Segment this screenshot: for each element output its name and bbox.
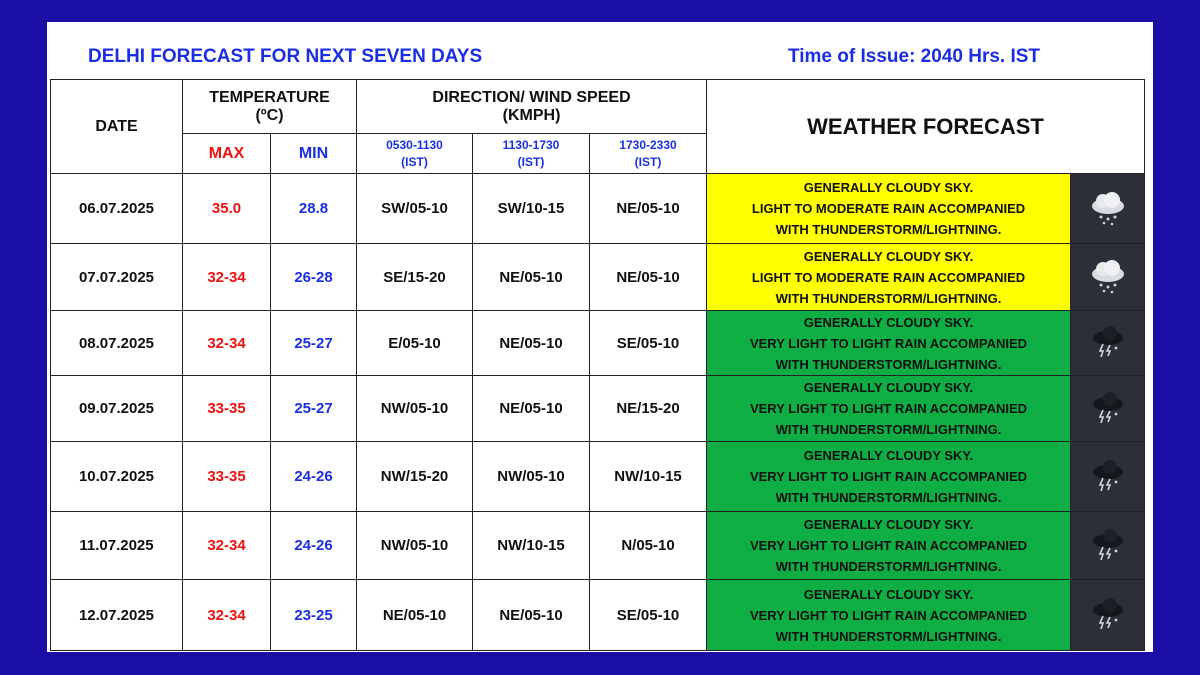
- wind-slot-3-cell: NE/15-20: [588, 375, 708, 442]
- wind-slot-3-cell: NE/05-10: [588, 243, 708, 311]
- date-cell: 08.07.2025: [50, 310, 183, 376]
- wind-slot-1-cell: NW/05-10: [356, 511, 473, 580]
- wind-slot-1-cell: SW/05-10: [356, 173, 473, 244]
- max-temp-cell: 32-34: [182, 579, 271, 651]
- table-row: 12.07.2025 32-34 23-25 NE/05-10 NE/05-10 SE/0…: [50, 579, 1146, 651]
- max-temp-cell: 32-34: [182, 243, 271, 311]
- wind-slot-1-cell: NW/05-10: [356, 375, 473, 442]
- date-cell: 09.07.2025: [50, 375, 183, 442]
- forecast-cell: GENERALLY CLOUDY SKY. VERY LIGHT TO LIGHT…: [706, 579, 1072, 651]
- forecast-cell: GENERALLY CLOUDY SKY. VERY LIGHT TO LIGHT…: [706, 310, 1072, 376]
- thunderstorm-icon: [1070, 579, 1146, 651]
- forecast-cell: GENERALLY CLOUDY SKY. VERY LIGHT TO LIGHT…: [706, 375, 1072, 442]
- forecast-cell: GENERALLY CLOUDY SKY. LIGHT TO MODERATE R…: [706, 173, 1072, 244]
- max-temp-cell: 32-34: [182, 310, 271, 376]
- table-row: 06.07.2025 35.0 28.8 SW/05-10 SW/10-15 NE/05-…: [50, 173, 1146, 244]
- wind-slot-3-cell: NE/05-10: [588, 173, 708, 244]
- wind-slot-3-cell: SE/05-10: [588, 579, 708, 651]
- issue-time: Time of Issue: 2040 Hrs. IST: [788, 46, 1041, 67]
- min-temp-cell: 24-26: [270, 441, 357, 512]
- header-slot-2: 1130-1730 (IST): [472, 133, 590, 174]
- wind-slot-2-cell: NE/05-10: [472, 310, 590, 376]
- thunderstorm-icon: [1070, 310, 1146, 376]
- header-slot-3: 1730-2330 (IST): [588, 133, 708, 174]
- wind-slot-1-cell: NW/15-20: [356, 441, 473, 512]
- forecast-cell: GENERALLY CLOUDY SKY. VERY LIGHT TO LIGHT…: [706, 511, 1072, 580]
- max-temp-cell: 35.0: [182, 173, 271, 244]
- date-cell: 10.07.2025: [50, 441, 183, 512]
- thunderstorm-icon: [1070, 511, 1146, 580]
- min-temp-cell: 28.8: [270, 173, 357, 244]
- wind-slot-2-cell: NW/05-10: [472, 441, 590, 512]
- wind-slot-3-cell: SE/05-10: [588, 310, 708, 376]
- date-cell: 12.07.2025: [50, 579, 183, 651]
- table-row: 09.07.2025 33-35 25-27 NW/05-10 NE/05-10 NE/1…: [50, 375, 1146, 442]
- forecast-cell: GENERALLY CLOUDY SKY. VERY LIGHT TO LIGHT…: [706, 441, 1072, 512]
- header-max: MAX: [182, 133, 271, 174]
- min-temp-cell: 25-27: [270, 310, 357, 376]
- header-wind: DIRECTION/ WIND SPEED (KMPH): [355, 79, 708, 134]
- wind-slot-3-cell: NW/10-15: [588, 441, 708, 512]
- table-row: 11.07.2025 32-34 24-26 NW/05-10 NW/10-15 N/05…: [50, 511, 1146, 580]
- wind-slot-2-cell: NE/05-10: [472, 243, 590, 311]
- table-row: 08.07.2025 32-34 25-27 E/05-10 NE/05-10 SE/05…: [50, 310, 1146, 376]
- wind-slot-1-cell: SE/15-20: [356, 243, 473, 311]
- wind-slot-2-cell: NE/05-10: [472, 375, 590, 442]
- forecast-cell: GENERALLY CLOUDY SKY. LIGHT TO MODERATE R…: [706, 243, 1072, 311]
- wind-slot-1-cell: NE/05-10: [356, 579, 473, 651]
- header-forecast: WEATHER FORECAST: [706, 79, 1146, 174]
- table-row: 07.07.2025 32-34 26-28 SE/15-20 NE/05-10 NE/0…: [50, 243, 1146, 311]
- min-temp-cell: 25-27: [270, 375, 357, 442]
- header-date: DATE: [50, 79, 183, 174]
- thunderstorm-icon: [1070, 441, 1146, 512]
- header-temperature: TEMPERATURE (ºC): [182, 79, 357, 134]
- forecast-table: DATE TEMPERATURE (ºC) DIRECTION/ WIND SPE…: [50, 79, 1146, 651]
- min-temp-cell: 26-28: [270, 243, 357, 311]
- header-slot-1: 0530-1130 (IST): [356, 133, 473, 174]
- thunderstorm-icon: [1070, 375, 1146, 442]
- page-title: DELHI FORECAST FOR NEXT SEVEN DAYS: [88, 46, 483, 67]
- min-temp-cell: 24-26: [270, 511, 357, 580]
- table-row: 10.07.2025 33-35 24-26 NW/15-20 NW/05-10 NW/1…: [50, 441, 1146, 512]
- wind-slot-2-cell: NW/10-15: [472, 511, 590, 580]
- cloud-rain-icon: [1070, 243, 1146, 311]
- max-temp-cell: 32-34: [182, 511, 271, 580]
- max-temp-cell: 33-35: [182, 441, 271, 512]
- header-min: MIN: [270, 133, 357, 174]
- max-temp-cell: 33-35: [182, 375, 271, 442]
- date-cell: 11.07.2025: [50, 511, 183, 580]
- wind-slot-2-cell: NE/05-10: [472, 579, 590, 651]
- wind-slot-2-cell: SW/10-15: [472, 173, 590, 244]
- date-cell: 06.07.2025: [50, 173, 183, 244]
- date-cell: 07.07.2025: [50, 243, 183, 311]
- cloud-rain-icon: [1070, 173, 1146, 244]
- min-temp-cell: 23-25: [270, 579, 357, 651]
- wind-slot-1-cell: E/05-10: [356, 310, 473, 376]
- wind-slot-3-cell: N/05-10: [588, 511, 708, 580]
